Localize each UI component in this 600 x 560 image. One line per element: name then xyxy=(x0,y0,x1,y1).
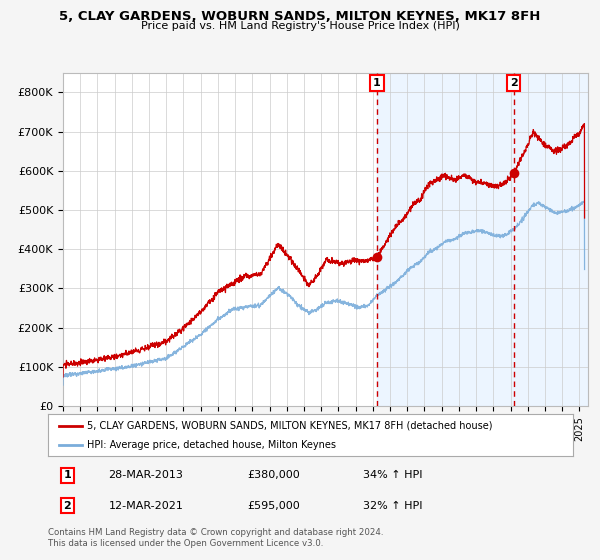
Text: 1: 1 xyxy=(64,470,71,480)
Text: 34% ↑ HPI: 34% ↑ HPI xyxy=(363,470,422,480)
Text: 2: 2 xyxy=(510,78,518,88)
Text: 5, CLAY GARDENS, WOBURN SANDS, MILTON KEYNES, MK17 8FH (detached house): 5, CLAY GARDENS, WOBURN SANDS, MILTON KE… xyxy=(88,421,493,431)
Text: Contains HM Land Registry data © Crown copyright and database right 2024.: Contains HM Land Registry data © Crown c… xyxy=(48,528,383,537)
Text: HPI: Average price, detached house, Milton Keynes: HPI: Average price, detached house, Milt… xyxy=(88,440,337,450)
Text: 28-MAR-2013: 28-MAR-2013 xyxy=(109,470,183,480)
Text: £380,000: £380,000 xyxy=(248,470,300,480)
Bar xyxy=(377,73,588,406)
Text: 5, CLAY GARDENS, WOBURN SANDS, MILTON KEYNES, MK17 8FH: 5, CLAY GARDENS, WOBURN SANDS, MILTON KE… xyxy=(59,10,541,23)
Text: £595,000: £595,000 xyxy=(248,501,300,511)
Text: 1: 1 xyxy=(373,78,381,88)
Text: 32% ↑ HPI: 32% ↑ HPI xyxy=(363,501,422,511)
Text: 12-MAR-2021: 12-MAR-2021 xyxy=(109,501,183,511)
Text: Price paid vs. HM Land Registry's House Price Index (HPI): Price paid vs. HM Land Registry's House … xyxy=(140,21,460,31)
Text: 2: 2 xyxy=(64,501,71,511)
Text: This data is licensed under the Open Government Licence v3.0.: This data is licensed under the Open Gov… xyxy=(48,539,323,548)
